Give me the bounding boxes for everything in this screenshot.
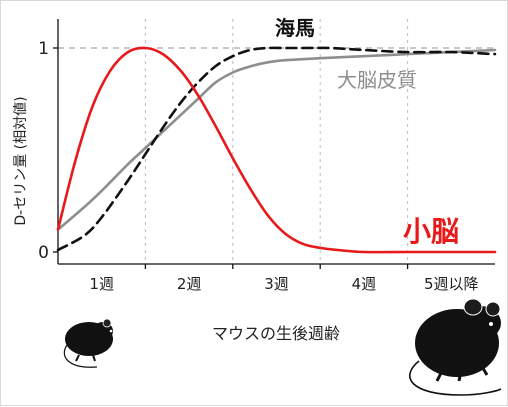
series-label-cerebellum: 小脳 [403,215,459,248]
adult-mouse-icon [409,298,502,396]
y-axis-label: D-セリン量 (相対値) [13,96,29,225]
tick-labels: 1週 2週 3週 4週 5週以降 0 1 [38,39,478,293]
series-group [56,46,497,254]
x-axis-label: マウスの生後週齢 [212,324,340,343]
plot-area [58,16,495,264]
x-tick-label-3: 3週 [264,275,289,293]
series-cerebellum-line [56,46,497,254]
young-mouse-icon [63,318,113,368]
series-label-hippocampus: 海馬 [275,16,315,40]
y-tick-label-1: 1 [38,39,49,59]
grid [58,19,495,264]
axes [53,19,495,269]
x-tick-label-5: 5週以降 [424,275,479,293]
series-cortex-line [56,48,497,231]
x-tick-label-2: 2週 [177,275,202,293]
y-tick-label-0: 0 [38,243,49,263]
x-tick-label-4: 4週 [352,275,377,293]
series-label-cortex: 大脳皮質 [337,68,417,92]
series-hippocampus-line [56,46,497,252]
x-tick-label-1: 1週 [89,275,114,293]
